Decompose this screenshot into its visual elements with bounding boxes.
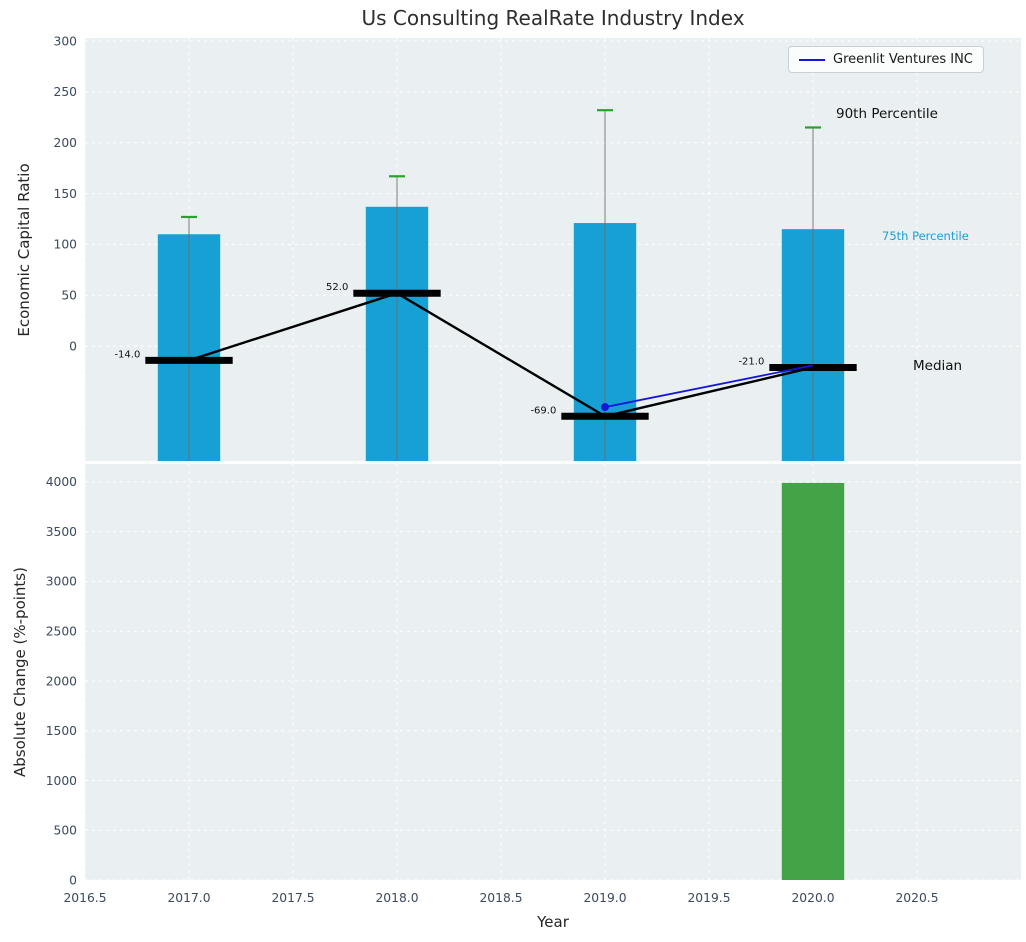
legend: Greenlit Ventures INC xyxy=(788,46,984,73)
y-tick-label: 50 xyxy=(61,289,77,303)
median-value-label: 52.0 xyxy=(326,282,348,293)
y-tick-label: 1000 xyxy=(46,774,77,788)
y-tick-label: 3500 xyxy=(46,525,77,539)
company-point xyxy=(601,403,609,412)
y-tick-label: 300 xyxy=(54,34,77,48)
x-axis-label: Year xyxy=(537,913,569,931)
x-tick-label: 2017.5 xyxy=(271,891,314,905)
annotation-median: Median xyxy=(913,358,963,374)
median-value-label: -14.0 xyxy=(114,349,140,360)
median-connector-line xyxy=(188,291,814,418)
y-tick-label: 200 xyxy=(54,136,77,150)
annotation-75th-percentile: 75th Percentile xyxy=(882,229,969,243)
bottom-plot-area xyxy=(85,464,1021,880)
y-tick-label: 3000 xyxy=(46,575,77,589)
top-y-axis-label: Economic Capital Ratio xyxy=(15,163,33,337)
change-bar-2020 xyxy=(781,482,845,880)
x-tick-label: 2020.5 xyxy=(895,891,938,905)
x-tick-label: 2017.0 xyxy=(167,891,210,905)
median-value-label: -69.0 xyxy=(530,405,556,416)
y-tick-label: 4000 xyxy=(46,475,77,489)
y-tick-label: 2000 xyxy=(46,674,77,688)
chart-title: Us Consulting RealRate Industry Index xyxy=(361,6,745,30)
y-tick-label: 500 xyxy=(54,824,77,838)
top-plot-area xyxy=(85,38,1021,461)
y-tick-label: 1500 xyxy=(46,724,77,738)
bottom-y-axis-label: Absolute Change (%-points) xyxy=(11,567,29,777)
x-tick-label: 2018.0 xyxy=(375,891,418,905)
x-tick-label: 2019.5 xyxy=(687,891,730,905)
x-tick-label: 2016.5 xyxy=(63,891,106,905)
x-tick-label: 2019.0 xyxy=(583,891,626,905)
x-tick-label: 2018.5 xyxy=(479,891,522,905)
company-line xyxy=(604,364,814,408)
y-tick-label: 100 xyxy=(54,238,77,252)
y-tick-label: 0 xyxy=(69,873,77,887)
median-value-label: -21.0 xyxy=(738,356,764,367)
y-tick-label: 2500 xyxy=(46,624,77,638)
y-tick-label: 0 xyxy=(69,339,77,353)
y-tick-label: 250 xyxy=(54,85,77,99)
legend-label: Greenlit Ventures INC xyxy=(833,52,973,67)
annotation-90th-percentile: 90th Percentile xyxy=(836,106,938,122)
legend-line-sample-icon xyxy=(799,58,825,61)
y-tick-label: 150 xyxy=(54,187,77,201)
x-tick-label: 2020.0 xyxy=(791,891,834,905)
